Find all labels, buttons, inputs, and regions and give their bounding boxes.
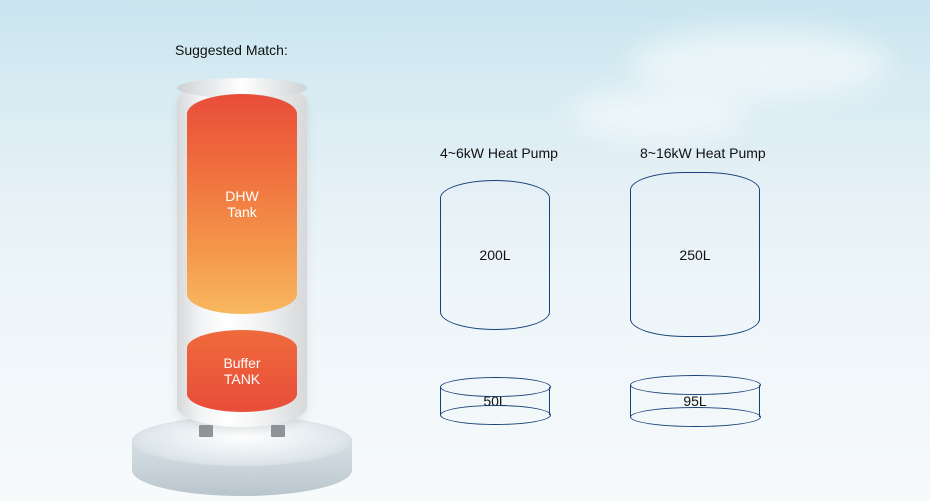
outline-tank-1-big: 200L: [440, 180, 550, 330]
outline-tank-1-small: 50L: [440, 387, 550, 415]
tank-foot: [199, 425, 213, 437]
dhw-label-line2: Tank: [227, 204, 257, 220]
dhw-tank-section: DHW Tank: [187, 94, 297, 314]
tank-capacity-label: 250L: [679, 247, 710, 263]
cloud-decoration: [570, 90, 750, 140]
page-title: Suggested Match:: [175, 42, 288, 58]
column-heading-2: 8~16kW Heat Pump: [640, 145, 766, 161]
dhw-label-line1: DHW: [225, 188, 258, 204]
buffer-tank-section: Buffer TANK: [187, 330, 297, 412]
outline-tank-2-small: 95L: [630, 385, 760, 417]
tank-capacity-label: 200L: [479, 247, 510, 263]
buffer-label-line1: Buffer: [223, 355, 260, 371]
tank-foot: [271, 425, 285, 437]
outline-tank-2-big: 250L: [630, 172, 760, 337]
buffer-label-line2: TANK: [224, 371, 260, 387]
tank-capacity-label: 50L: [483, 393, 506, 409]
combo-tank: DHW Tank Buffer TANK: [177, 82, 307, 427]
tank-capacity-label: 95L: [683, 393, 706, 409]
column-heading-1: 4~6kW Heat Pump: [440, 145, 558, 161]
